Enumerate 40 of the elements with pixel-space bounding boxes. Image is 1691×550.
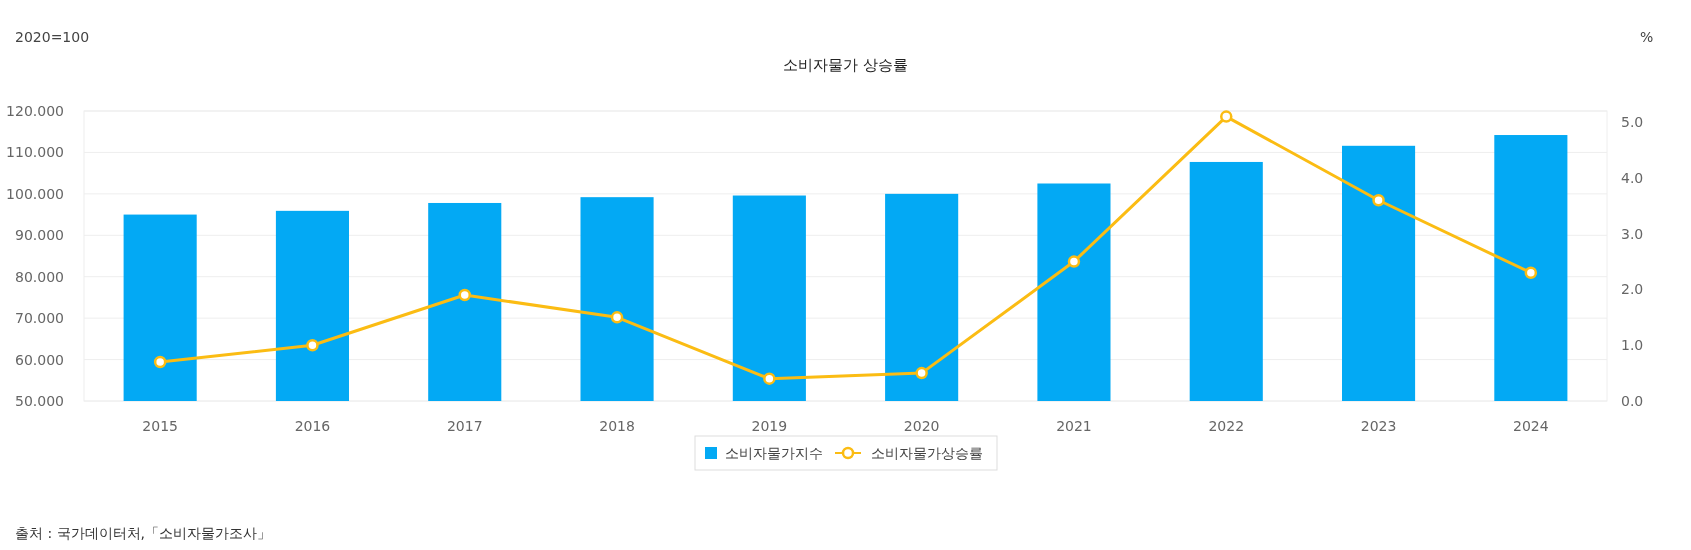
y-tick-label: 60.000	[15, 351, 64, 368]
point	[306, 338, 319, 352]
x-tick-label: 2024	[1513, 418, 1549, 434]
x-tick-label: 2019	[751, 418, 788, 434]
x-tick-label: 2023	[1360, 418, 1397, 434]
x-tick-label: 2015	[142, 418, 178, 434]
x-tick-label: 2016	[294, 418, 331, 434]
chart-title: 소비자물가 상승률	[783, 56, 908, 74]
x-tick-label: 2017	[446, 418, 483, 434]
y2-tick-label: 3.0	[1621, 225, 1644, 242]
point	[458, 288, 471, 302]
y2-tick-label: 5.0	[1621, 114, 1644, 131]
y-tick-label: 50.000	[15, 393, 64, 409]
y2-axis-title: %	[1640, 29, 1654, 45]
point	[610, 311, 624, 324]
legend-label: 소비자물가상승률	[871, 445, 983, 461]
point	[915, 366, 928, 380]
point	[153, 355, 167, 369]
y2-tick-label: 1.0	[1621, 337, 1644, 354]
y2-tick-label: 0.0	[1621, 393, 1644, 409]
y-tick-label: 70.000	[15, 310, 64, 327]
point	[1220, 110, 1233, 123]
x-tick-label: 2018	[599, 418, 635, 434]
point	[763, 372, 776, 385]
y-tick-label: 100.000	[6, 185, 64, 202]
source-note: 출처 : 국가데이터처,「소비자물가조사」	[15, 525, 272, 541]
x-tick-label: 2021	[1056, 418, 1092, 434]
y-axis-title: 2020=100	[15, 29, 90, 45]
y-tick-label: 80.000	[15, 268, 64, 285]
x-tick-label: 2022	[1208, 418, 1245, 434]
y-tick-label: 110.000	[6, 144, 64, 161]
x-tick-label: 2020	[903, 418, 940, 434]
point	[1372, 193, 1385, 207]
point	[1067, 255, 1081, 268]
y-tick-label: 120.000	[6, 103, 64, 119]
point	[1524, 266, 1538, 279]
y2-tick-label: 2.0	[1621, 281, 1644, 298]
y-tick-label: 90.000	[15, 227, 64, 244]
y2-tick-label: 4.0	[1621, 169, 1644, 186]
legend-label: 소비자물가지수	[725, 445, 823, 461]
